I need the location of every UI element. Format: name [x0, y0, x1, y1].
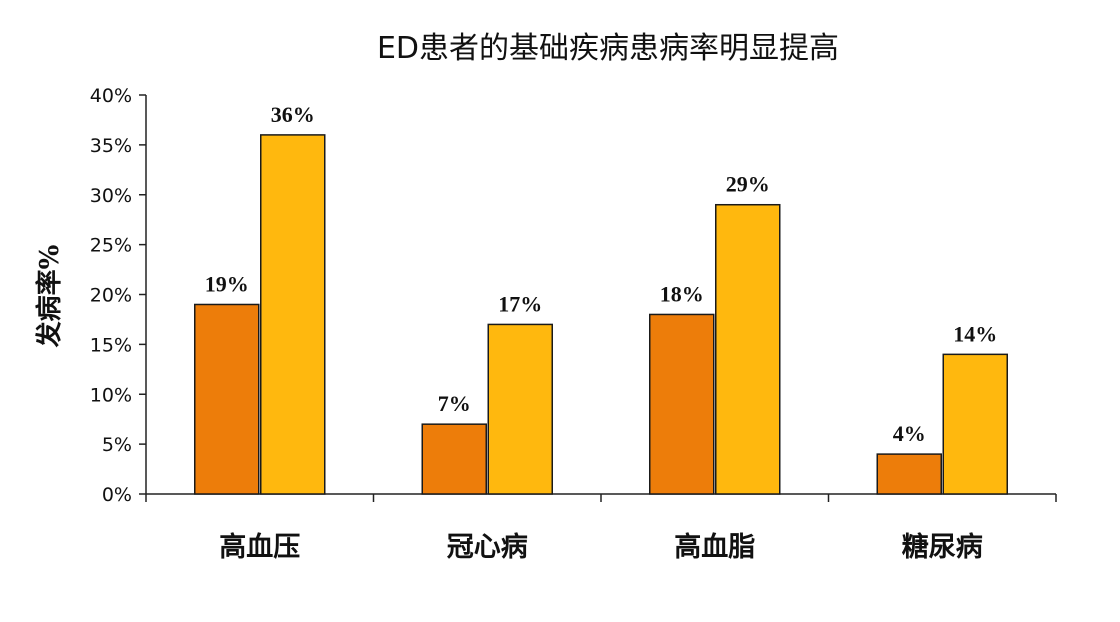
data-label: 7%: [438, 391, 471, 416]
category-labels-group: 高血压 冠心病 高血脂 糖尿病: [219, 531, 983, 563]
y-tick-label: 30%: [90, 185, 132, 207]
y-tick-label: 5%: [102, 434, 132, 456]
data-label: 17%: [498, 291, 542, 316]
y-tick-label: 10%: [90, 384, 132, 406]
x-axis: [145, 493, 1057, 502]
bar-series1-3: [876, 453, 942, 495]
y-axis-label: 发病率%: [34, 244, 65, 348]
data-label: 18%: [660, 281, 704, 306]
category-label: 冠心病: [447, 532, 528, 563]
y-tick-label: 15%: [90, 334, 132, 356]
bar-series2-3: [942, 353, 1008, 495]
y-tick-label: 35%: [90, 135, 132, 157]
bar-series2-0: [260, 134, 326, 495]
category-label: 糖尿病: [902, 531, 983, 563]
category-label: 高血压: [219, 531, 300, 563]
bar-series2-1: [487, 323, 553, 495]
bar-series2-2: [715, 203, 781, 495]
data-label: 4%: [893, 421, 926, 446]
bar-series1-0: [194, 303, 260, 495]
data-label: 14%: [953, 321, 997, 346]
y-tick-label: 25%: [90, 235, 132, 257]
data-label: 36%: [271, 102, 315, 127]
category-label: 高血脂: [674, 531, 755, 563]
y-tick-label: 20%: [90, 285, 132, 307]
data-label: 19%: [205, 271, 249, 296]
y-tick-label: 40%: [90, 85, 132, 107]
data-labels-group: 19% 36% 7% 17% 18% 29% 4% 14%: [205, 102, 998, 446]
bar-series1-1: [421, 423, 487, 495]
data-label: 29%: [726, 172, 770, 197]
bars-group: [194, 134, 1008, 495]
y-axis: 0% 5% 10% 15% 20% 25% 30% 35% 40%: [90, 85, 147, 506]
chart-title: ED患者的基础疾病患病率明显提高: [377, 31, 839, 66]
bar-series1-2: [649, 313, 715, 495]
y-tick-label: 0%: [102, 484, 132, 506]
